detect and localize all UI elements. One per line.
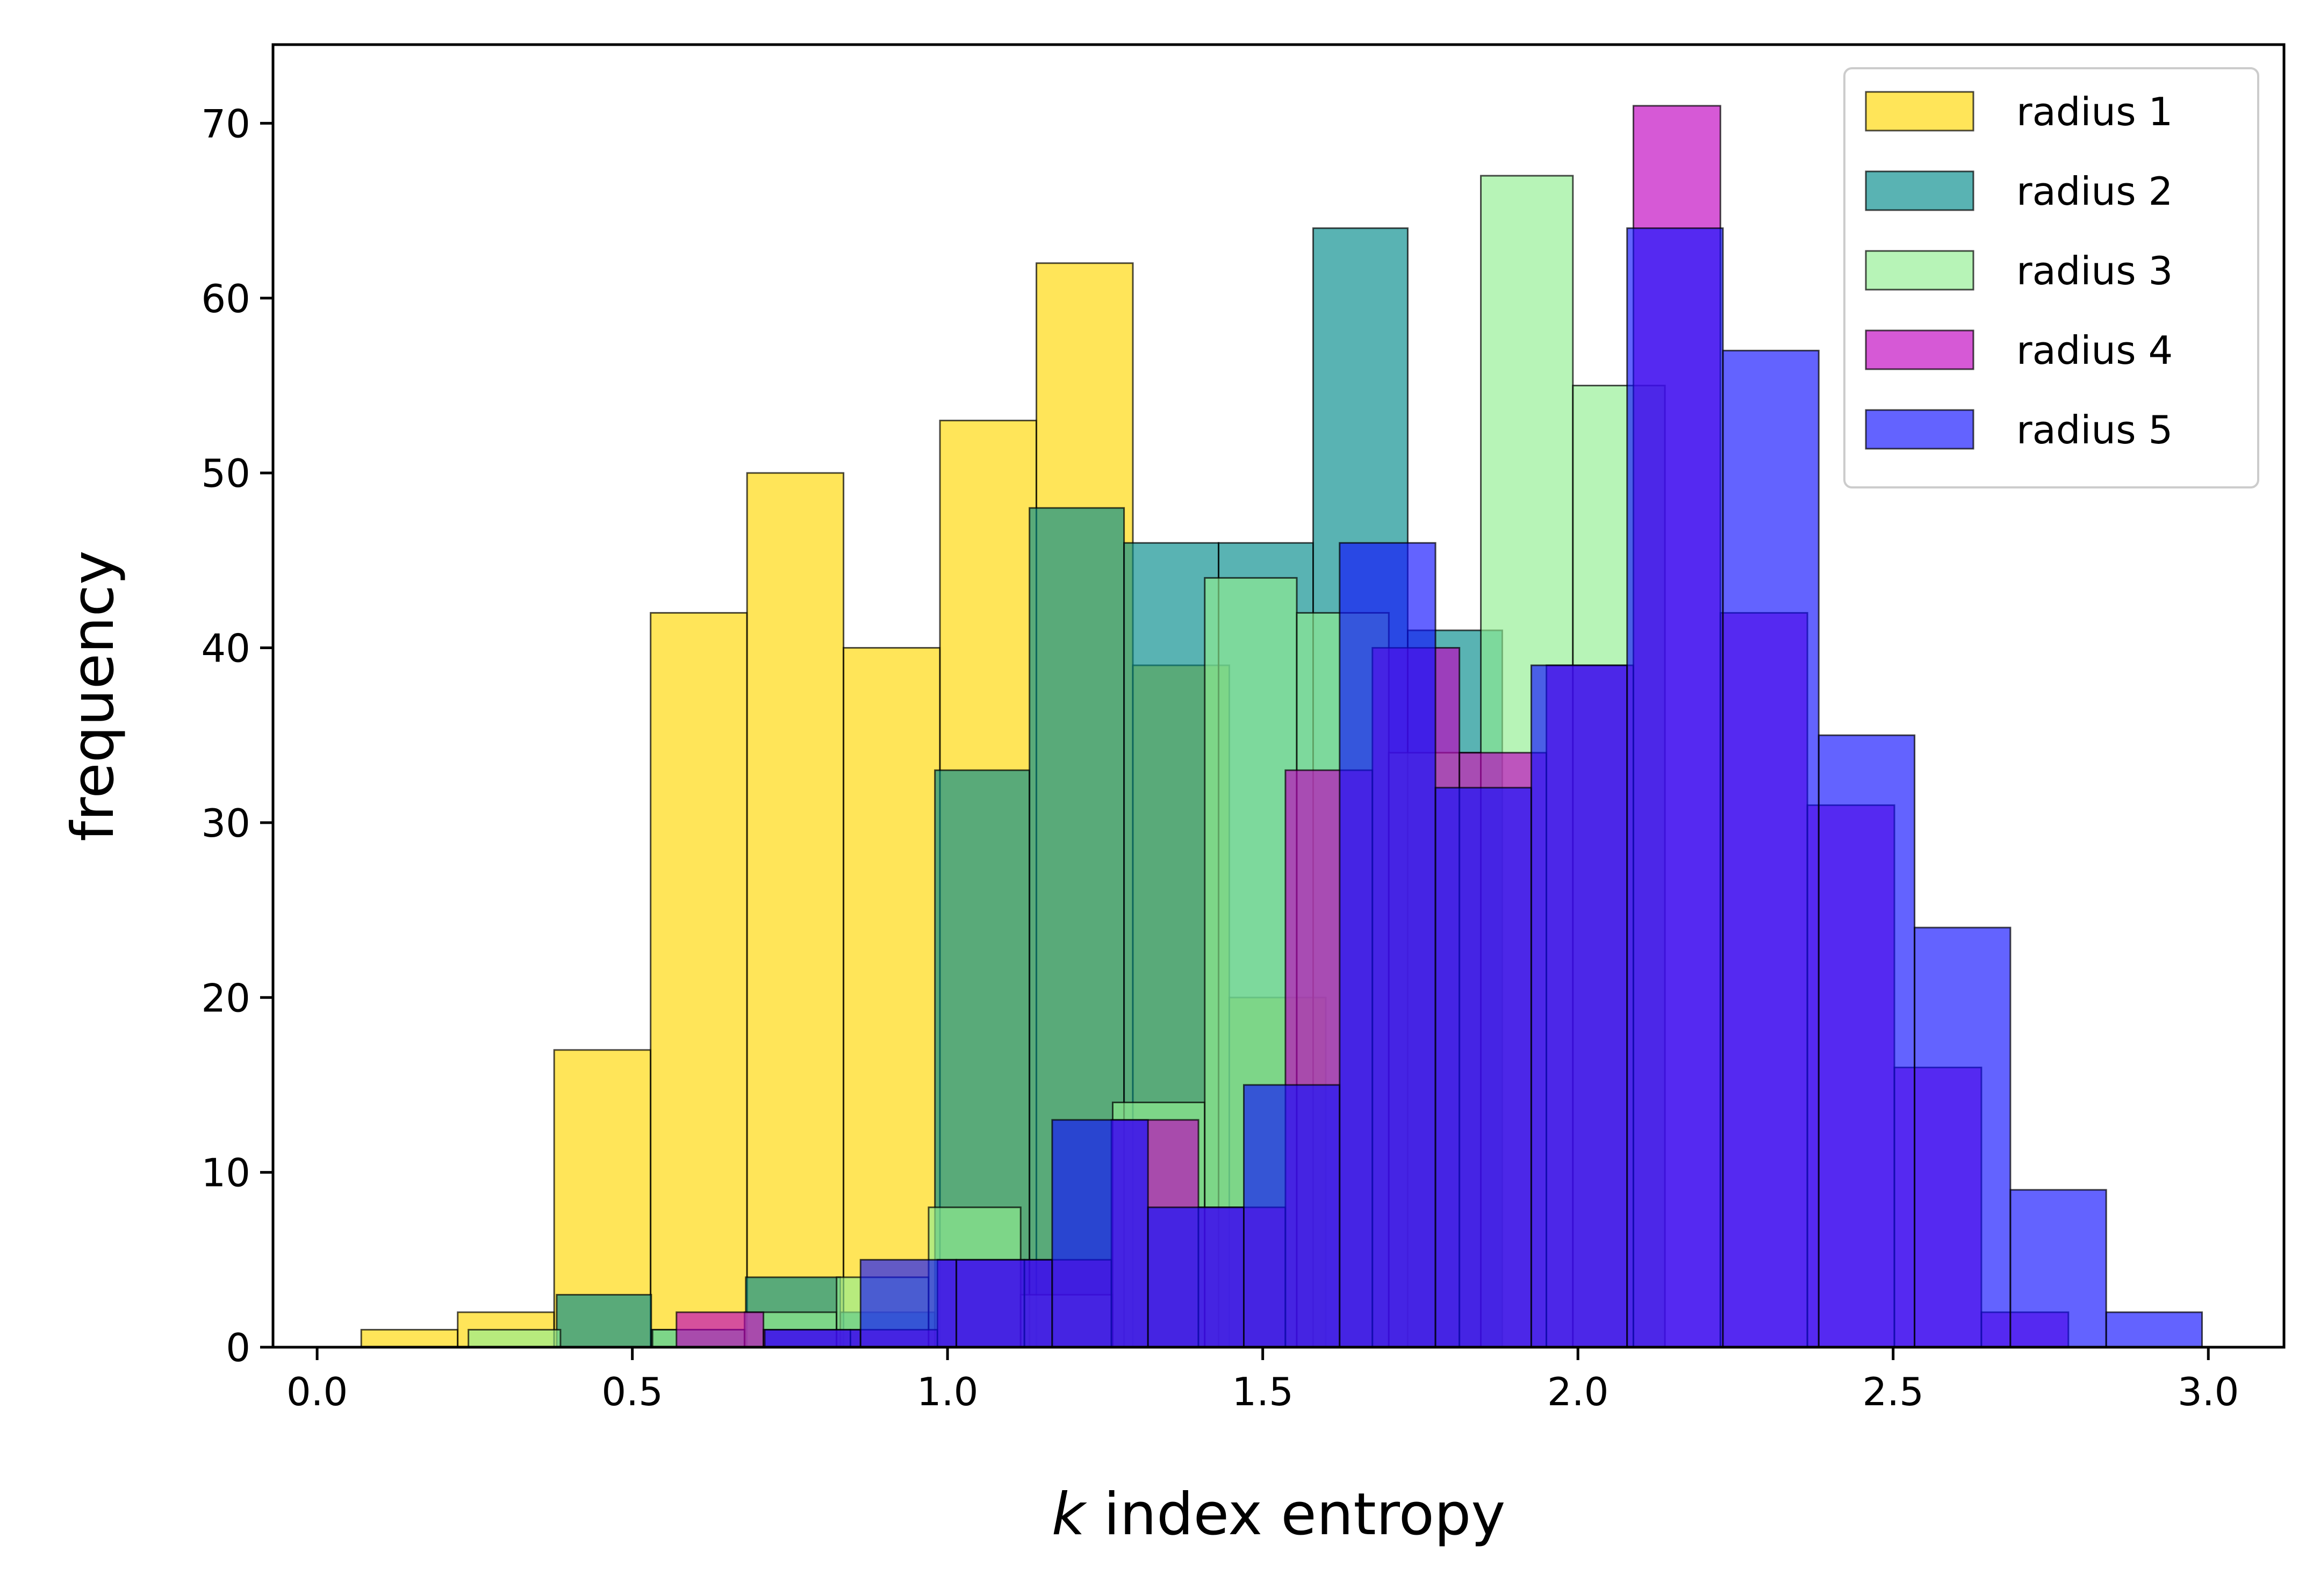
histogram-bar	[556, 1293, 652, 1348]
histogram-bar	[746, 472, 845, 1348]
histogram-bar	[859, 1259, 958, 1348]
y-tick-label: 70	[201, 101, 250, 146]
legend-swatch	[1865, 409, 1974, 450]
y-tick-label: 20	[201, 975, 250, 1020]
y-tick-label: 50	[201, 451, 250, 496]
histogram-bar	[1626, 227, 1724, 1348]
x-tick-label: 1.5	[1232, 1369, 1294, 1414]
histogram-bar	[843, 647, 941, 1348]
x-axis-label-italic: k	[1052, 1481, 1088, 1548]
histogram-bar	[1434, 787, 1532, 1348]
histogram-bar	[1530, 664, 1628, 1348]
histogram-bar	[468, 1328, 562, 1348]
histogram-bar	[1818, 734, 1916, 1348]
legend-swatch	[1865, 250, 1974, 291]
histogram-bar	[1339, 542, 1436, 1348]
x-tick-label: 1.0	[917, 1369, 979, 1414]
x-tick-label: 3.0	[2178, 1369, 2239, 1414]
legend-swatch	[1865, 170, 1974, 211]
x-tick-label: 2.5	[1862, 1369, 1924, 1414]
histogram-bar	[2009, 1189, 2107, 1348]
histogram-bar	[360, 1328, 459, 1348]
x-tick-label: 2.0	[1547, 1369, 1609, 1414]
legend: radius 1 radius 2 radius 3 radius 4 radius 5	[1843, 67, 2259, 488]
y-tick-label: 0	[226, 1325, 250, 1370]
histogram-bar	[2105, 1311, 2203, 1348]
legend-swatch	[1865, 91, 1974, 132]
histogram-bar	[1051, 1119, 1149, 1348]
histogram-bar	[1147, 1206, 1245, 1348]
legend-label: radius 4	[2016, 328, 2173, 373]
y-tick-label: 30	[201, 801, 250, 846]
histogram-bar	[1722, 349, 1820, 1348]
x-tick-label: 0.5	[601, 1369, 663, 1414]
legend-label: radius 2	[2016, 169, 2173, 214]
y-tick-label: 60	[201, 276, 250, 321]
histogram-bar	[764, 1328, 861, 1348]
histogram-bar	[1242, 1084, 1341, 1348]
legend-swatch	[1865, 329, 1974, 370]
histogram-bar	[956, 1259, 1053, 1348]
histogram-bar	[1914, 926, 2012, 1348]
y-tick-label: 40	[201, 626, 250, 671]
x-axis-ticks: 0.0 0.5 1.0 1.5 2.0 2.5 3.0	[286, 1347, 2239, 1414]
histogram-bar	[676, 1311, 765, 1348]
legend-label: radius 1	[2016, 89, 2173, 134]
y-axis-label: frequency	[60, 550, 127, 842]
x-axis-label: k index entropy	[1052, 1481, 1506, 1548]
histogram-bar	[650, 612, 748, 1348]
series-5-bars	[764, 227, 2203, 1348]
plot-frame	[271, 43, 2286, 1349]
legend-label: radius 5	[2016, 407, 2173, 452]
y-tick-label: 10	[201, 1151, 250, 1196]
x-tick-label: 0.0	[286, 1369, 348, 1414]
x-axis-label-rest: index entropy	[1085, 1481, 1505, 1548]
bars-layer	[360, 105, 2203, 1348]
y-axis-ticks: 0 10 20 30 40 50 60 70	[201, 101, 273, 1370]
legend-label: radius 3	[2016, 248, 2173, 293]
